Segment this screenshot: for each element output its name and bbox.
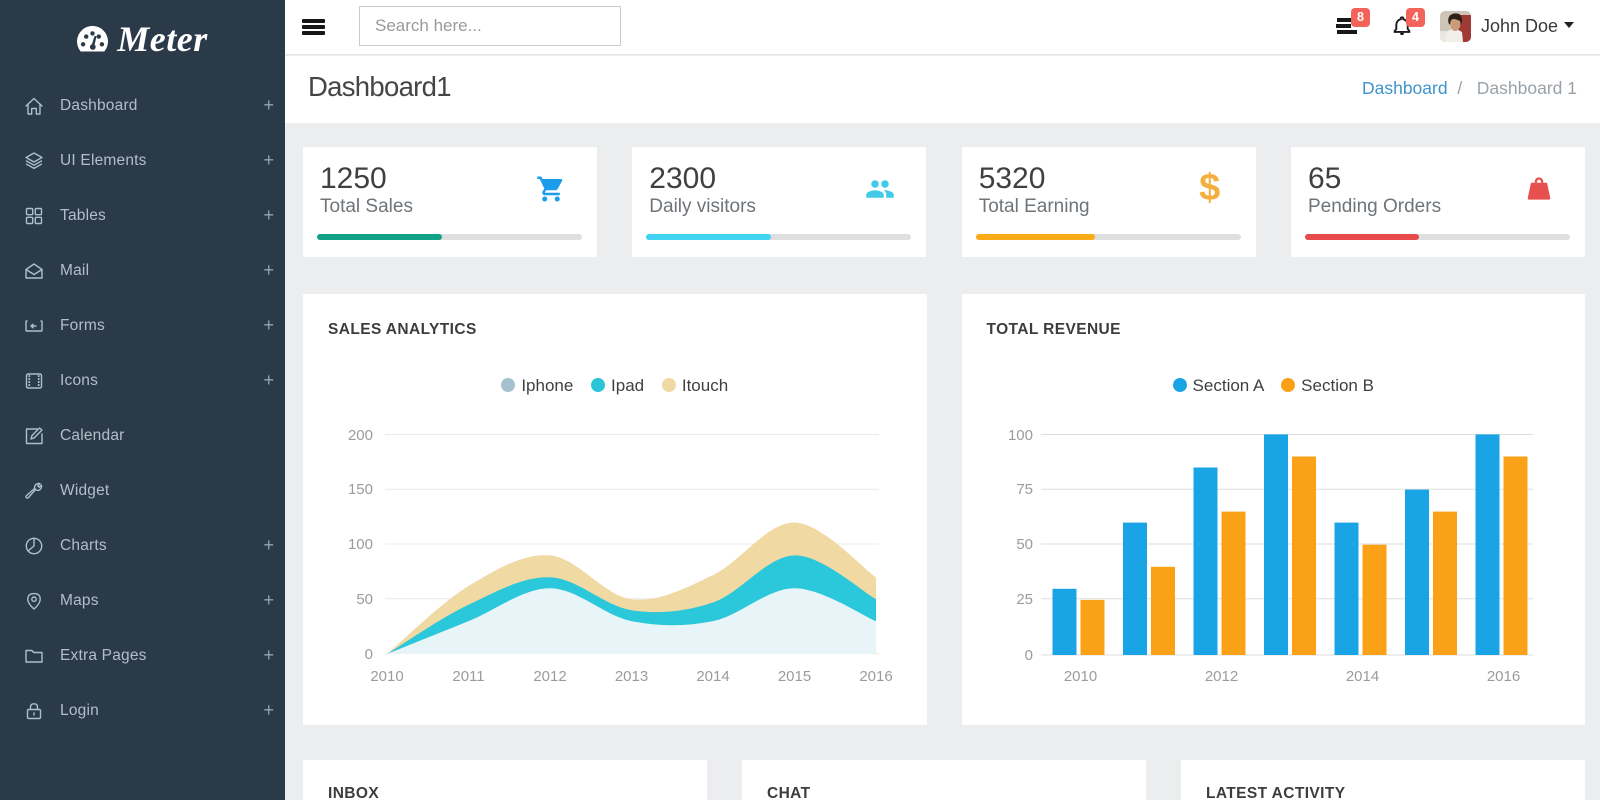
svg-text:0: 0	[1024, 647, 1032, 664]
svg-text:2011: 2011	[452, 668, 484, 685]
svg-text:100: 100	[348, 536, 373, 553]
svg-text:75: 75	[1016, 481, 1033, 498]
svg-text:2013: 2013	[615, 668, 648, 685]
svg-text:100: 100	[1007, 427, 1032, 444]
svg-text:2014: 2014	[1345, 668, 1378, 685]
svg-text:50: 50	[356, 591, 373, 608]
svg-text:2016: 2016	[859, 668, 892, 685]
svg-text:200: 200	[348, 427, 373, 444]
svg-text:2016: 2016	[1486, 668, 1519, 685]
svg-text:2015: 2015	[778, 668, 811, 685]
svg-text:2012: 2012	[1204, 668, 1237, 685]
svg-text:2014: 2014	[696, 668, 729, 685]
svg-text:25: 25	[1016, 591, 1033, 608]
svg-text:150: 150	[348, 481, 373, 498]
svg-text:50: 50	[1016, 536, 1033, 553]
svg-text:2010: 2010	[1063, 668, 1096, 685]
svg-text:0: 0	[365, 646, 373, 663]
svg-text:2010: 2010	[370, 668, 403, 685]
svg-text:2012: 2012	[533, 668, 566, 685]
